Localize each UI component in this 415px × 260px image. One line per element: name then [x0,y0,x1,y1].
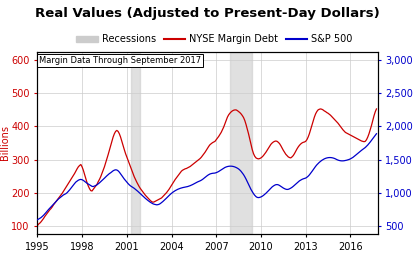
Bar [230,52,252,234]
Text: Real Values (Adjusted to Present-Day Dollars): Real Values (Adjusted to Present-Day Dol… [35,6,380,20]
Bar [130,52,140,234]
Y-axis label: Billions: Billions [0,126,10,160]
Text: Margin Data Through September 2017: Margin Data Through September 2017 [39,56,201,65]
Legend: Recessions, NYSE Margin Debt, S&P 500: Recessions, NYSE Margin Debt, S&P 500 [73,30,356,48]
